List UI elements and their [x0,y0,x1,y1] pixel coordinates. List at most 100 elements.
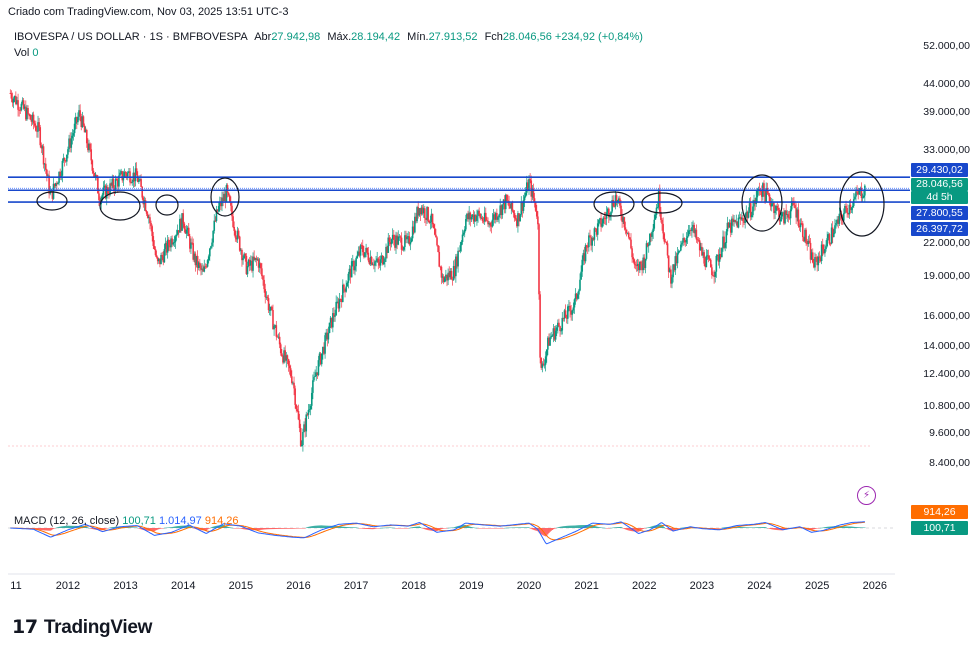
candle-body [759,190,762,192]
annotation-ellipse[interactable] [741,174,783,232]
candle-body [508,201,510,207]
candle-body [645,243,648,259]
macd-histogram-bar [488,528,490,529]
annotation-ellipses[interactable] [36,171,885,237]
macd-histogram-bar [273,528,275,530]
candle-body [36,130,38,132]
candle-body [538,224,540,295]
candle-body [266,296,269,299]
candle-body [264,289,267,298]
macd-histogram-bar [232,527,234,529]
macd-histogram-bar [287,528,290,529]
macd-histogram-bar [333,525,335,528]
symbol-name[interactable]: IBOVESPA / US DOLLAR · 1S · BMFBOVESPA [14,31,248,43]
candle-body [183,223,186,230]
candle-body [627,232,630,238]
macd-histogram-bar [250,528,252,531]
candle-body [636,264,639,266]
candle-body [389,242,392,245]
macd-histogram-bar [42,528,45,531]
annotation-ellipse[interactable] [593,191,635,217]
macd-histogram-bar [823,527,825,528]
annotation-ellipse[interactable] [210,177,240,217]
tradingview-logo[interactable]: 17 TradingView [12,616,153,638]
candle-body [610,211,612,216]
candle-body [286,355,289,360]
candle-body [537,216,539,225]
candle-body [421,207,424,214]
candle-body [453,266,456,277]
macd-histogram-bar [406,528,408,529]
macd-histogram-bar [593,525,596,528]
macd-histogram-bar [40,528,43,531]
macd-histogram-bar [316,525,319,528]
candle-body [516,219,518,227]
macd-histogram-bar [302,528,304,529]
annotation-ellipse[interactable] [36,191,68,211]
flash-icon[interactable]: ⚡ [857,486,876,505]
candle-body [742,217,744,222]
candle-body [135,168,138,176]
macd-histogram-bar [843,526,845,528]
macd-histogram-bar [771,528,773,530]
macd-histogram-bar [763,527,765,528]
macd-histogram-bar [398,528,401,529]
macd-histogram-bar [566,525,568,528]
candle-body [471,214,474,217]
candle-body [222,197,224,202]
candle-body [470,216,473,220]
candle-body [125,173,128,177]
macd-histogram-bar [641,528,643,530]
candle-body [42,146,45,165]
candle-body [483,212,486,222]
candle-body [666,243,669,256]
candle-body [445,274,447,279]
horizontal-lines[interactable] [8,176,910,203]
candle-body [353,261,355,271]
candle-body [652,228,654,233]
macd-histogram-bar [404,528,406,529]
macd-histogram-bar [520,527,522,528]
macd-histogram-bar [104,528,107,529]
annotation-ellipse[interactable] [99,191,141,221]
macd-histogram-bar [188,525,190,528]
candle-body [74,117,77,124]
candle-body [681,242,683,245]
candle-body [524,192,527,197]
candle-body [344,288,346,292]
macd-histogram-bar [511,527,514,529]
macd-histogram-bar [666,528,669,530]
candle-body [825,246,827,250]
candle-body [418,208,421,216]
candle-body [110,183,112,186]
candle-body [806,243,809,245]
macd-histogram-bar [280,528,282,529]
candle-body [533,198,536,203]
candle-body [438,252,441,267]
candle-body [358,251,361,256]
candle-body [641,263,643,271]
candle-body [716,254,719,256]
candle-body [523,196,526,201]
candle-body [672,264,674,278]
macd-histogram-bar [650,526,652,528]
candle-body [213,220,216,231]
candle-body [684,240,687,243]
macd-label[interactable]: MACD (12, 26, close) [14,515,120,527]
candle-body [406,236,408,240]
candle-body [744,216,746,223]
candle-body [243,253,245,259]
annotation-ellipse[interactable] [839,171,885,237]
macd-histogram-bar [642,528,644,529]
macd-histogram-bar [80,525,82,528]
candle-body [193,253,196,260]
candle-body [33,123,36,126]
macd-histogram-bar [401,528,404,529]
annotation-ellipse[interactable] [155,194,179,216]
macd-histogram-bar [236,528,239,529]
annotation-ellipse[interactable] [641,192,683,214]
candle-body [558,322,560,327]
candle-body [103,185,106,188]
candle-body [496,212,498,220]
